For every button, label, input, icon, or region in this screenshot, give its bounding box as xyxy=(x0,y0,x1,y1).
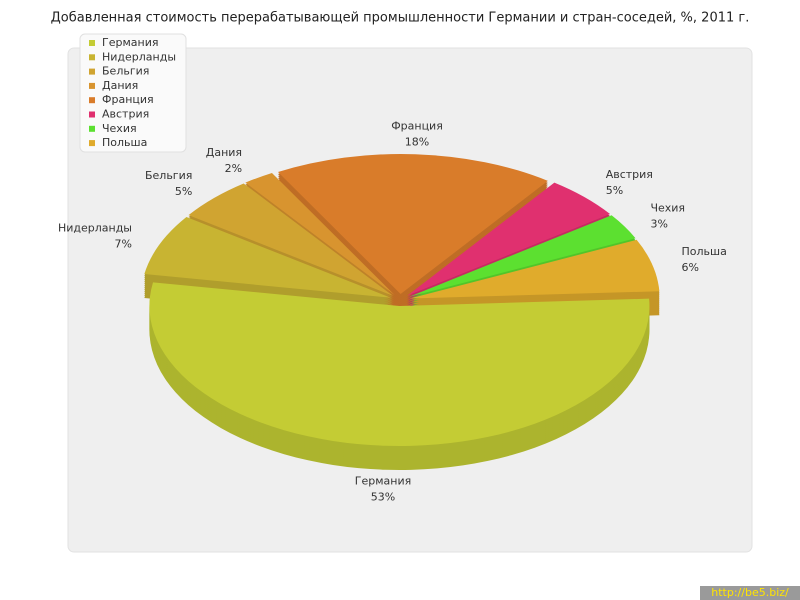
legend-label: Германия xyxy=(102,36,158,49)
legend-swatch xyxy=(89,111,95,118)
legend-label: Дания xyxy=(102,79,138,92)
slice-value-label: 5% xyxy=(606,184,623,197)
watermark-bg xyxy=(700,586,800,600)
slice xyxy=(149,282,650,446)
watermark: http://be5.biz/ xyxy=(711,586,789,599)
slice-value-label: 2% xyxy=(225,162,242,175)
slice-label: Польша xyxy=(681,245,726,258)
chart-title: Добавленная стоимость перерабатывающей п… xyxy=(51,11,750,26)
slice xyxy=(144,217,391,298)
legend-swatch xyxy=(89,82,95,89)
legend-label: Польша xyxy=(102,136,147,149)
legend-swatch xyxy=(89,140,95,147)
slice-label: Чехия xyxy=(650,201,685,214)
slice-label: Франция xyxy=(391,119,443,132)
slice-value-label: 53% xyxy=(371,491,395,504)
slice xyxy=(408,215,636,297)
slice xyxy=(245,172,395,295)
legend-label: Нидерланды xyxy=(102,50,176,63)
slice xyxy=(188,183,393,296)
slice-label: Нидерланды xyxy=(58,222,132,235)
legend-swatch xyxy=(89,54,95,61)
pie: Германия 53% Нидерланды 7% Бельгия 5% Дания 2% Ф… xyxy=(58,119,727,503)
slice-label: Бельгия xyxy=(145,169,192,182)
legend-label: Франция xyxy=(102,93,154,106)
slice-value-label: 5% xyxy=(175,185,192,198)
legend-swatch xyxy=(89,97,95,104)
slice-value-label: 6% xyxy=(681,261,698,274)
legend-swatch xyxy=(89,125,95,132)
legend-label: Австрия xyxy=(102,108,149,121)
slice-value-label: 18% xyxy=(405,135,429,148)
legend-box xyxy=(79,33,187,153)
slice-value-label: 3% xyxy=(650,217,667,230)
slice-label: Австрия xyxy=(606,168,653,181)
slice-label: Германия xyxy=(355,475,411,488)
legend-swatch xyxy=(89,40,95,46)
slice xyxy=(277,154,548,295)
slice-label: Дания xyxy=(206,146,242,159)
legend-swatch xyxy=(89,68,95,75)
legend-label: Бельгия xyxy=(102,65,149,78)
slice xyxy=(407,182,611,296)
legend-label: Чехия xyxy=(102,122,137,135)
slice xyxy=(409,239,660,299)
slice-value-label: 7% xyxy=(115,238,132,251)
